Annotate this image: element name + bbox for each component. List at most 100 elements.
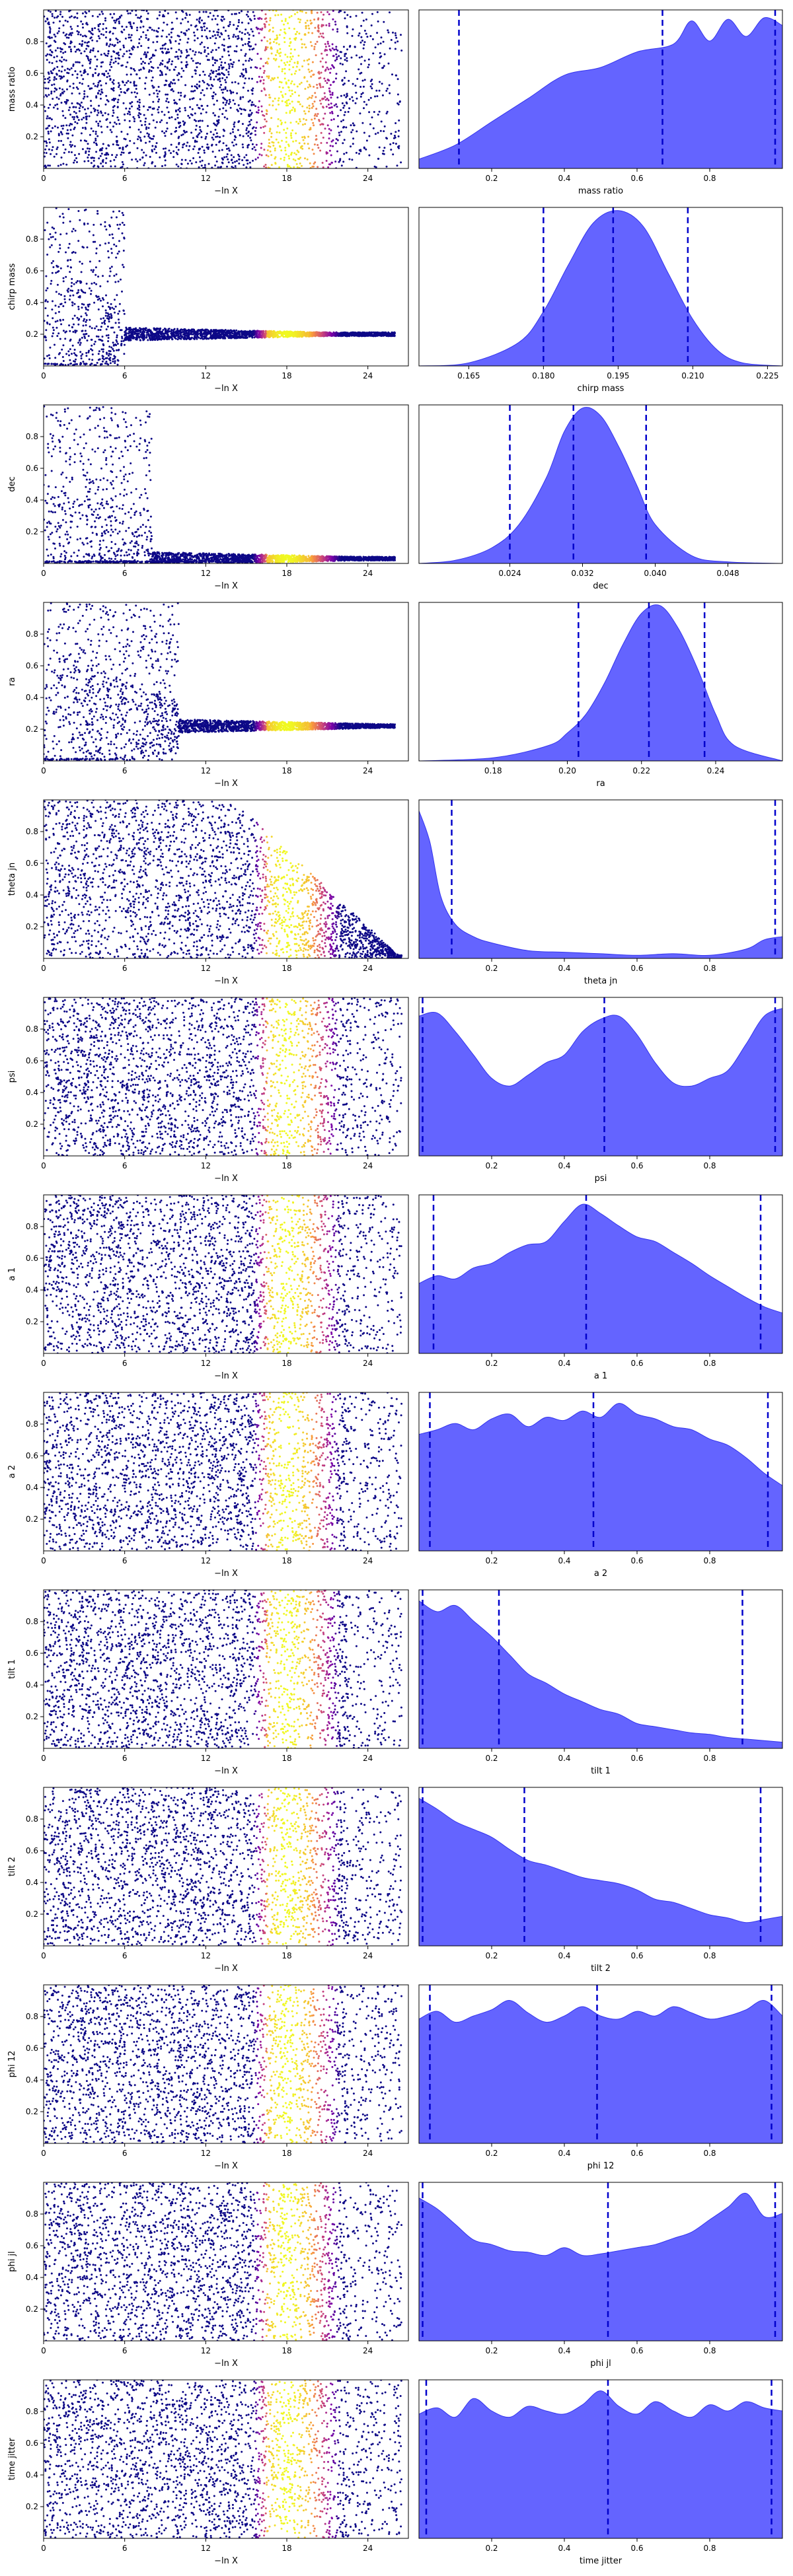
x-tick-label: 0.4 bbox=[558, 2346, 570, 2355]
scatter-points bbox=[44, 1392, 403, 1551]
x-tick-label: 0.8 bbox=[703, 1951, 716, 1960]
y-tick-label: 0.6 bbox=[26, 2241, 38, 2250]
density-area bbox=[419, 1797, 782, 1946]
panel-density-psi: 0.2 0.4 0.6 0.8 psi bbox=[418, 997, 783, 1184]
y-axis-label: theta jn bbox=[7, 863, 17, 896]
y-tick-label: 0.6 bbox=[26, 1451, 38, 1460]
y-tick-label: 0.4 bbox=[26, 2075, 38, 2085]
scatter-points bbox=[44, 1787, 403, 1946]
y-tick-label: 0.2 bbox=[26, 2502, 38, 2511]
y-tick-label: 0.8 bbox=[26, 37, 38, 46]
panel-density-phi-12: 0.2 0.4 0.6 0.8 phi 12 bbox=[418, 1984, 783, 2171]
scatter-points bbox=[44, 1195, 402, 1353]
panel-trace-tilt-1: 0 6 12 18 24 0.2 0.4 0.6 0.8 −ln X tilt 1 bbox=[7, 1589, 409, 1776]
panel-density-dec: 0.024 0.032 0.040 0.048 dec bbox=[418, 404, 783, 591]
x-tick-label: 0.2 bbox=[485, 2544, 498, 2553]
y-tick-label: 0.8 bbox=[26, 827, 38, 836]
x-tick-label: 0.4 bbox=[558, 1161, 570, 1170]
y-tick-label: 0.4 bbox=[26, 298, 38, 307]
y-tick-label: 0.2 bbox=[26, 2305, 38, 2314]
x-tick-label: 24 bbox=[363, 766, 373, 775]
y-tick-label: 0.4 bbox=[26, 1285, 38, 1295]
x-tick-label: 18 bbox=[282, 766, 291, 775]
y-tick-label: 0.6 bbox=[26, 266, 38, 275]
y-axis-label: a 2 bbox=[7, 1465, 17, 1478]
y-tick-label: 0.4 bbox=[26, 100, 38, 110]
x-tick-label: 0.8 bbox=[703, 1754, 716, 1763]
scatter-points bbox=[44, 2380, 402, 2538]
density-area bbox=[419, 604, 782, 761]
scatter-points bbox=[44, 602, 396, 761]
x-axis-label: −ln X bbox=[214, 1569, 238, 1579]
x-tick-label: 12 bbox=[201, 1754, 211, 1763]
x-axis-label: −ln X bbox=[214, 581, 238, 591]
x-tick-label: 0.180 bbox=[532, 371, 554, 380]
x-tick-label: 12 bbox=[201, 964, 211, 973]
x-axis-label: −ln X bbox=[214, 2556, 238, 2566]
y-tick-label: 0.6 bbox=[26, 464, 38, 473]
x-tick-label: 0.2 bbox=[485, 1161, 498, 1170]
scatter-points bbox=[44, 405, 396, 563]
x-tick-label: 0 bbox=[41, 964, 46, 973]
x-tick-label: 24 bbox=[363, 1754, 373, 1763]
x-tick-label: 24 bbox=[363, 2149, 373, 2158]
density-area bbox=[419, 2390, 782, 2538]
x-axis-label: −ln X bbox=[214, 779, 238, 789]
y-axis-label: dec bbox=[7, 476, 17, 491]
y-tick-label: 0.4 bbox=[26, 1088, 38, 1097]
x-tick-label: 18 bbox=[282, 1556, 291, 1565]
x-axis-label: mass ratio bbox=[578, 186, 623, 196]
scatter-points bbox=[44, 997, 403, 1156]
x-tick-label: 12 bbox=[201, 1359, 211, 1368]
x-tick-label: 6 bbox=[122, 2149, 128, 2158]
x-tick-label: 18 bbox=[282, 1951, 291, 1960]
panel-trace-a-1: 0 6 12 18 24 0.2 0.4 0.6 0.8 −ln X a 1 bbox=[7, 1194, 409, 1381]
y-tick-label: 0.2 bbox=[26, 2107, 38, 2116]
panel-trace-psi: 0 6 12 18 24 0.2 0.4 0.6 0.8 −ln X psi bbox=[7, 997, 409, 1184]
density-area bbox=[419, 17, 782, 168]
x-tick-label: 0.4 bbox=[558, 174, 570, 183]
panel-density-tilt-2: 0.2 0.4 0.6 0.8 tilt 2 bbox=[418, 1787, 783, 1974]
x-tick-label: 18 bbox=[282, 2544, 291, 2553]
x-tick-label: 0.210 bbox=[681, 371, 704, 380]
x-tick-label: 12 bbox=[201, 1556, 211, 1565]
y-axis-label: time jitter bbox=[7, 2437, 17, 2480]
x-tick-label: 0.8 bbox=[703, 1161, 716, 1170]
density-area bbox=[419, 407, 782, 563]
x-tick-label: 0.4 bbox=[558, 1754, 570, 1763]
x-axis-label: time jitter bbox=[580, 2556, 623, 2566]
y-tick-label: 0.6 bbox=[26, 859, 38, 868]
panel-density-mass-ratio: 0.2 0.4 0.6 0.8 mass ratio bbox=[418, 9, 783, 196]
x-axis-label: ra bbox=[596, 779, 605, 789]
x-axis-label: −ln X bbox=[214, 1174, 238, 1184]
y-tick-label: 0.2 bbox=[26, 1317, 38, 1326]
x-axis-label: psi bbox=[595, 1174, 607, 1184]
x-tick-label: 0.195 bbox=[607, 371, 629, 380]
x-tick-label: 24 bbox=[363, 1359, 373, 1368]
x-tick-label: 0.4 bbox=[558, 1556, 570, 1565]
x-tick-label: 0.225 bbox=[756, 371, 778, 380]
x-tick-label: 0 bbox=[41, 2149, 46, 2158]
x-tick-label: 0 bbox=[41, 569, 46, 578]
x-tick-label: 0.4 bbox=[558, 2544, 570, 2553]
x-tick-label: 0 bbox=[41, 1359, 46, 1368]
y-tick-label: 0.8 bbox=[26, 432, 38, 441]
x-tick-label: 24 bbox=[363, 174, 373, 183]
density-area bbox=[419, 2193, 782, 2341]
x-tick-label: 12 bbox=[201, 569, 211, 578]
y-tick-label: 0.4 bbox=[26, 2470, 38, 2480]
x-tick-label: 0.24 bbox=[707, 766, 725, 775]
panel-trace-dec: 0 6 12 18 24 0.2 0.4 0.6 0.8 −ln X dec bbox=[7, 404, 409, 591]
y-tick-label: 0.2 bbox=[26, 922, 38, 931]
x-tick-label: 12 bbox=[201, 174, 211, 183]
scatter-points bbox=[44, 1985, 402, 2143]
x-tick-label: 24 bbox=[363, 1161, 373, 1170]
x-tick-label: 0.2 bbox=[485, 2149, 498, 2158]
x-tick-label: 0 bbox=[41, 1754, 46, 1763]
x-tick-label: 0.4 bbox=[558, 2149, 570, 2158]
x-tick-label: 0.6 bbox=[630, 1359, 643, 1368]
x-tick-label: 0.024 bbox=[498, 569, 521, 578]
y-tick-label: 0.2 bbox=[26, 1120, 38, 1129]
panel-trace-ra: 0 6 12 18 24 0.2 0.4 0.6 0.8 −ln X ra bbox=[7, 602, 409, 789]
y-axis-label: psi bbox=[7, 1071, 17, 1083]
